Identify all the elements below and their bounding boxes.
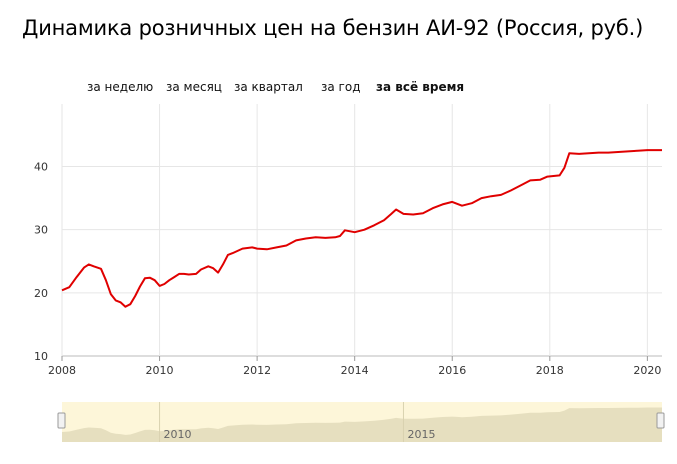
navigator-area: [62, 407, 662, 442]
tab-quarter[interactable]: за квартал: [234, 80, 303, 94]
tab-week[interactable]: за неделю: [87, 80, 154, 94]
tab-month[interactable]: за месяц: [166, 80, 222, 94]
navigator-tick-label: 2015: [407, 428, 435, 441]
grid: [61, 104, 662, 361]
navigator-handle-left[interactable]: [57, 412, 66, 429]
x-tick-label: 2020: [633, 364, 661, 377]
y-tick-label: 30: [34, 224, 48, 237]
series-line: [61, 149, 662, 308]
x-tick-label: 2014: [341, 364, 369, 377]
x-tick-label: 2008: [48, 364, 76, 377]
chart-title: Динамика розничных цен на бензин АИ-92 (…: [22, 16, 644, 40]
y-tick-label: 40: [34, 161, 48, 174]
tab-all-time[interactable]: за всё время: [376, 80, 465, 94]
x-tick-label: 2010: [146, 364, 174, 377]
x-tick-label: 2018: [536, 364, 564, 377]
x-axis: 2008 2010 2012 2014 2016 2018 2020: [48, 364, 661, 377]
x-tick-label: 2012: [243, 364, 271, 377]
y-axis: 10 20 30 40: [34, 161, 48, 363]
tab-year[interactable]: за год: [321, 80, 361, 94]
navigator-tick-label: 2010: [164, 428, 192, 441]
navigator-handle-right[interactable]: [656, 412, 665, 429]
navigator[interactable]: 2010 2015: [57, 402, 665, 442]
x-tick-label: 2016: [438, 364, 466, 377]
navigator-axis: 2010 2015: [159, 402, 435, 442]
y-tick-label: 10: [34, 350, 48, 363]
y-tick-label: 20: [34, 287, 48, 300]
